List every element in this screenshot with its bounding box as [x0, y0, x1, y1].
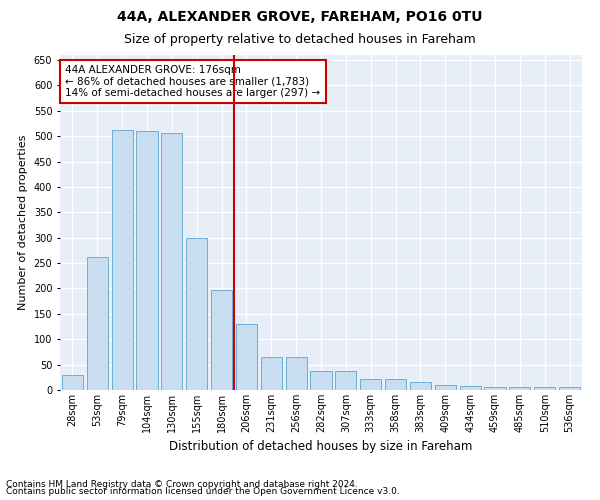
Bar — [236, 324, 257, 390]
Bar — [385, 379, 406, 390]
Bar — [136, 131, 158, 390]
Text: Contains public sector information licensed under the Open Government Licence v3: Contains public sector information licen… — [6, 488, 400, 496]
X-axis label: Distribution of detached houses by size in Fareham: Distribution of detached houses by size … — [169, 440, 473, 454]
Bar — [484, 388, 506, 390]
Bar — [460, 386, 481, 390]
Text: Size of property relative to detached houses in Fareham: Size of property relative to detached ho… — [124, 32, 476, 46]
Bar — [410, 382, 431, 390]
Bar — [509, 388, 530, 390]
Bar — [435, 385, 456, 390]
Text: 44A, ALEXANDER GROVE, FAREHAM, PO16 0TU: 44A, ALEXANDER GROVE, FAREHAM, PO16 0TU — [117, 10, 483, 24]
Y-axis label: Number of detached properties: Number of detached properties — [18, 135, 28, 310]
Bar — [87, 256, 108, 390]
Bar — [335, 371, 356, 390]
Bar — [112, 130, 133, 390]
Text: Contains HM Land Registry data © Crown copyright and database right 2024.: Contains HM Land Registry data © Crown c… — [6, 480, 358, 489]
Bar — [360, 379, 381, 390]
Bar — [310, 371, 332, 390]
Bar — [211, 290, 232, 390]
Text: 44A ALEXANDER GROVE: 176sqm
← 86% of detached houses are smaller (1,783)
14% of : 44A ALEXANDER GROVE: 176sqm ← 86% of det… — [65, 65, 320, 98]
Bar — [286, 357, 307, 390]
Bar — [62, 375, 83, 390]
Bar — [534, 388, 555, 390]
Bar — [261, 357, 282, 390]
Bar — [186, 238, 207, 390]
Bar — [161, 132, 182, 390]
Bar — [559, 388, 580, 390]
